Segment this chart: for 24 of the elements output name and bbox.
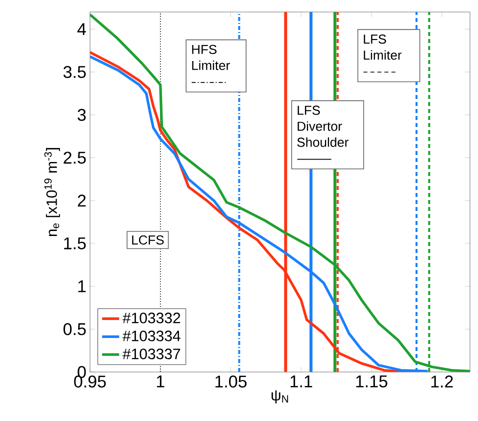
y-tick-label: 1 (78, 280, 86, 292)
legend-label: #103337 (122, 348, 180, 360)
y-tick-label: 2.5 (64, 152, 86, 164)
annotation: LFS Limiter (364, 34, 402, 60)
y-tick-label: 3 (78, 108, 86, 121)
line-series (90, 13, 470, 372)
legend-label: #103334 (122, 330, 180, 342)
x-tick-label: 1.05 (216, 376, 247, 388)
annotation: HFS Limiter (192, 44, 230, 70)
y-tick-label: 1.5 (64, 237, 86, 250)
y-tick-label: 2 (78, 194, 86, 207)
annotation: LFS Divertor Shoulder (297, 106, 348, 147)
x-tick-label: 1.2 (431, 376, 453, 388)
x-tick-label: 1 (156, 376, 164, 388)
x-tick-label: 1.1 (290, 376, 312, 388)
x-tick-label: 1.15 (356, 376, 388, 388)
x-axis-title: ψ$_{N}$ (272, 390, 288, 404)
x-tick-label: 0.95 (74, 376, 106, 388)
y-axis-title: n$_{e}$ [x10$^{19}$ m$^{-3}$] (44, 148, 60, 236)
y-tick-label: 0.5 (63, 323, 86, 336)
y-tick-label: 3.5 (63, 66, 86, 78)
y-tick-label: 4 (77, 23, 86, 35)
ref-line-label: LCFS (132, 235, 164, 245)
legend-label: #103332 (122, 312, 180, 324)
